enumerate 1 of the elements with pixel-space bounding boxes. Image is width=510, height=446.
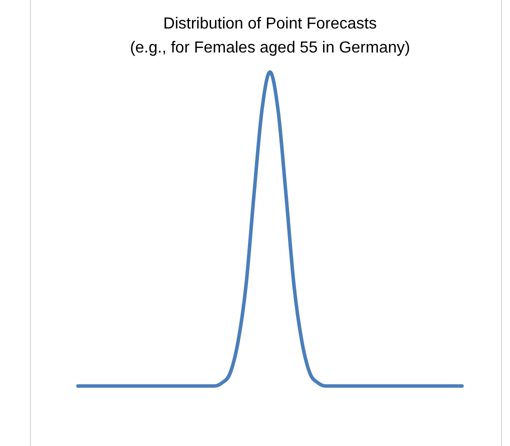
chart-title: Distribution of Point Forecasts (e.g., for Females aged 55 in Germany) [130, 15, 410, 56]
